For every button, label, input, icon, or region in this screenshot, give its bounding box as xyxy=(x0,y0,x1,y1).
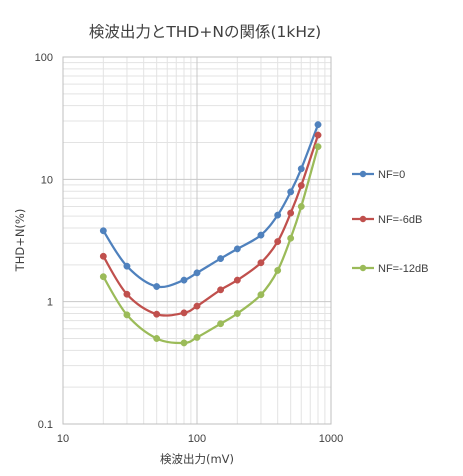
data-point xyxy=(287,209,295,217)
data-point xyxy=(99,273,107,281)
x-tick-label: 100 xyxy=(188,433,206,445)
legend-marker xyxy=(359,215,367,223)
data-point xyxy=(314,143,322,151)
data-point xyxy=(217,255,225,263)
x-tick-label: 1000 xyxy=(319,433,343,445)
y-tick-label: 100 xyxy=(35,52,53,64)
y-tick-label: 10 xyxy=(41,174,53,186)
data-point xyxy=(99,252,107,260)
data-point xyxy=(180,339,188,347)
legend-marker xyxy=(359,264,367,272)
data-point xyxy=(274,238,282,246)
legend-label: NF=-12dB xyxy=(378,263,428,275)
data-point xyxy=(287,188,295,196)
y-tick-label: 0.1 xyxy=(38,419,53,431)
data-point xyxy=(257,259,265,267)
data-point xyxy=(153,335,161,342)
series-nf-0 xyxy=(99,121,322,290)
x-axis-label: 検波出力(mV) xyxy=(160,452,234,466)
data-point xyxy=(193,333,201,341)
legend-entry: NF=0 xyxy=(352,169,405,181)
data-point xyxy=(180,309,188,317)
data-point xyxy=(153,310,161,318)
series-line xyxy=(102,124,320,289)
data-point xyxy=(257,291,265,299)
series-line xyxy=(102,134,320,317)
data-point xyxy=(297,203,305,210)
chart-title: 検波出力とTHD+Nの関係(1kHz) xyxy=(89,23,321,41)
legend-label: NF=0 xyxy=(378,169,405,181)
data-point xyxy=(274,266,282,274)
series-layer xyxy=(99,121,322,347)
data-point xyxy=(257,231,265,239)
data-point xyxy=(217,320,225,328)
data-point xyxy=(314,131,322,139)
legend: NF=0 NF=-6dB NF=-12dB xyxy=(352,169,428,275)
plot-area xyxy=(62,56,332,425)
y-axis-label: THD+N(%) xyxy=(13,209,27,273)
y-tick-label: 1 xyxy=(47,297,53,309)
data-point xyxy=(193,302,201,310)
data-point xyxy=(193,269,201,277)
data-point xyxy=(297,182,305,189)
series-nf-6db xyxy=(99,131,322,318)
data-point xyxy=(314,121,322,129)
data-point xyxy=(180,276,188,284)
data-point xyxy=(233,310,241,317)
x-tick-label: 10 xyxy=(57,433,69,445)
data-point xyxy=(217,286,225,294)
legend-entry: NF=-6dB xyxy=(352,214,422,226)
data-point xyxy=(123,311,131,319)
data-point xyxy=(153,283,161,290)
legend-label: NF=-6dB xyxy=(378,214,422,226)
legend-marker xyxy=(359,170,367,178)
series-nf-12db xyxy=(99,143,322,347)
data-point xyxy=(233,276,241,284)
data-point xyxy=(123,290,131,298)
data-point xyxy=(99,227,107,235)
data-point xyxy=(233,245,241,253)
data-point xyxy=(297,165,305,173)
legend-entry: NF=-12dB xyxy=(352,263,428,275)
data-point xyxy=(287,234,295,242)
data-point xyxy=(274,211,282,219)
data-point xyxy=(123,262,131,270)
tick-labels: 10 100 1000 0.1 1 10 100 xyxy=(35,52,344,445)
